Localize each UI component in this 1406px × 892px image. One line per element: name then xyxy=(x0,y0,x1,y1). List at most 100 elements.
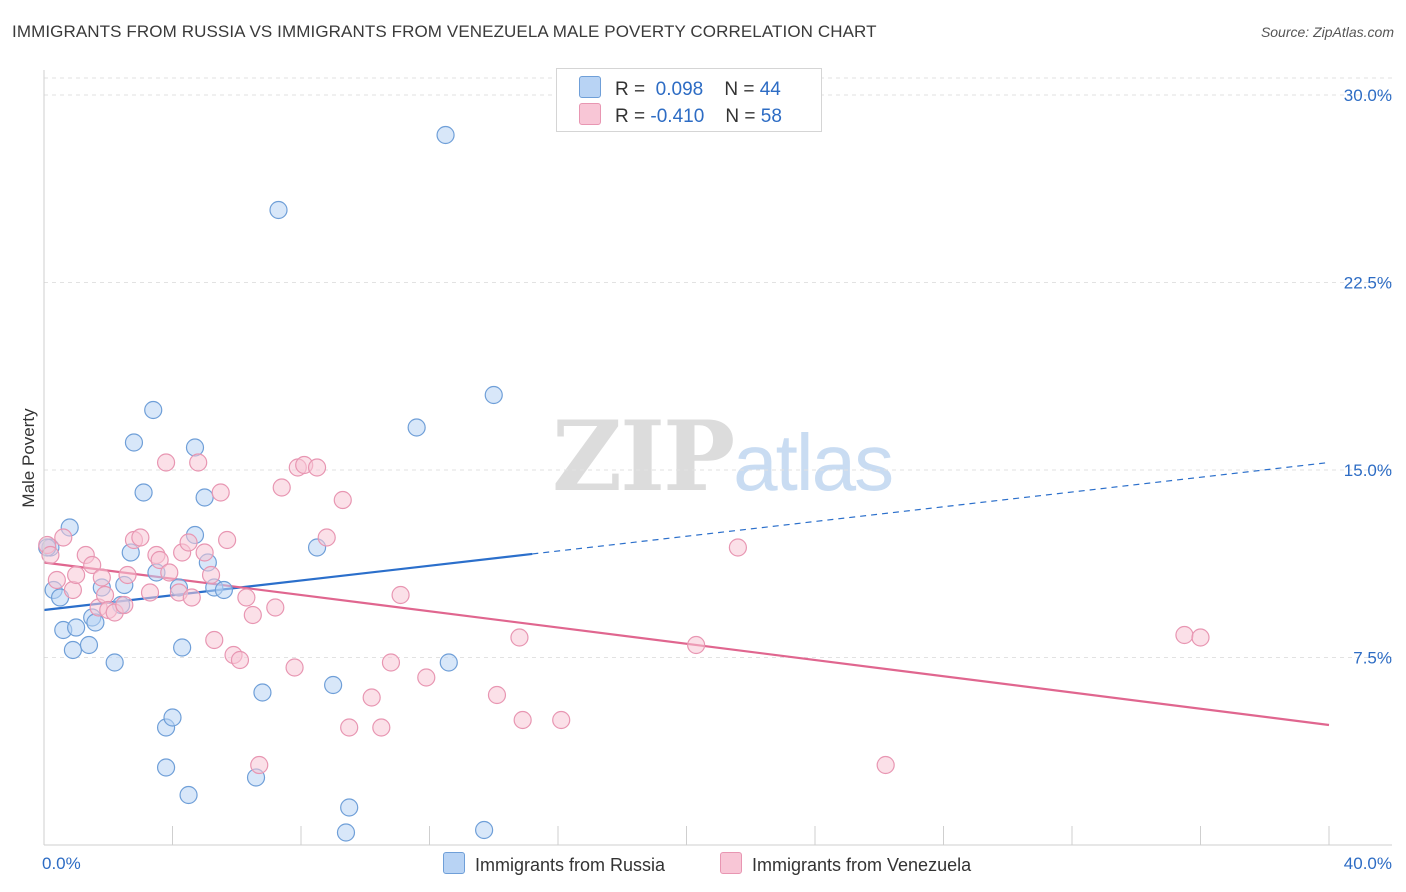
y-tick-label-0: 7.5% xyxy=(1353,649,1392,668)
venezuela-point-4 xyxy=(63,580,83,600)
venezuela-point-28 xyxy=(201,565,221,585)
venezuela-point-49 xyxy=(391,585,410,605)
venezuela-point-3 xyxy=(54,528,73,547)
venezuela-point-46 xyxy=(362,688,381,707)
venezuela-point-1 xyxy=(41,545,60,565)
venezuela-point-30 xyxy=(211,483,230,502)
chart-title: IMMIGRANTS FROM RUSSIA VS IMMIGRANTS FRO… xyxy=(12,22,877,41)
russia-point-42 xyxy=(484,385,503,405)
venezuela-point-45 xyxy=(340,718,359,737)
bottom-legend-venezuela-swatch xyxy=(720,852,742,874)
bottom-legend-venezuela: Immigrants from Venezuela xyxy=(720,852,971,876)
russia-point-33 xyxy=(269,200,288,220)
x-tick-label-0: 0.0% xyxy=(42,854,81,873)
venezuela-point-43 xyxy=(317,528,336,547)
russia-r-value: 0.098 xyxy=(655,79,704,100)
watermark: ZIPatlas xyxy=(552,400,894,513)
russia-point-37 xyxy=(340,798,359,817)
source-credit: Source: ZipAtlas.com xyxy=(1260,24,1394,40)
russia-trend-dashed xyxy=(532,461,1330,555)
venezuela-point-17 xyxy=(140,583,160,602)
russia-n-label: N = xyxy=(724,79,755,100)
russia-point-27 xyxy=(195,488,214,507)
russia-point-32 xyxy=(253,683,272,702)
venezuela-point-16 xyxy=(131,528,150,547)
russia-point-35 xyxy=(324,675,343,695)
russia-point-16 xyxy=(134,483,153,502)
russia-swatch xyxy=(579,76,601,98)
venezuela-n-label: N = xyxy=(725,106,756,127)
venezuela-point-48 xyxy=(381,653,401,672)
venezuela-point-42 xyxy=(307,458,327,477)
venezuela-point-38 xyxy=(272,478,291,497)
venezuela-point-19 xyxy=(150,550,169,570)
venezuela-point-29 xyxy=(205,630,224,650)
venezuela-point-2 xyxy=(47,570,66,590)
russia-point-9 xyxy=(86,613,105,632)
grid-lines xyxy=(44,77,1392,658)
venezuela-point-55 xyxy=(687,635,706,655)
venezuela-point-39 xyxy=(285,658,304,677)
russia-point-5 xyxy=(63,640,83,660)
series-russia-points xyxy=(38,125,503,842)
y-tick-label-3: 30.0% xyxy=(1344,86,1392,105)
russia-n-value: 44 xyxy=(759,79,781,100)
venezuela-point-27 xyxy=(195,543,214,562)
axis-labels: 7.5% 15.0% 22.5% 30.0% 0.0% 40.0% Male Poverty xyxy=(19,86,1392,873)
venezuela-point-59 xyxy=(1191,628,1210,647)
venezuela-point-37 xyxy=(266,598,285,617)
russia-point-36 xyxy=(336,823,356,842)
watermark-atlas: atlas xyxy=(733,418,894,507)
venezuela-trend xyxy=(43,561,1330,727)
bottom-legend-russia: Immigrants from Russia xyxy=(443,852,665,876)
venezuela-point-9 xyxy=(92,568,111,587)
legend-row-russia: R = 0.098 N = 44 xyxy=(579,76,781,100)
bottom-legend-russia-label: Immigrants from Russia xyxy=(475,855,666,875)
legend-row-venezuela: R = -0.410 N = 58 xyxy=(579,103,782,127)
venezuela-point-25 xyxy=(182,588,201,607)
russia-r-label: R = xyxy=(615,79,646,100)
russia-point-38 xyxy=(407,418,426,437)
russia-point-6 xyxy=(67,618,86,637)
russia-point-7 xyxy=(79,635,99,655)
venezuela-point-51 xyxy=(487,685,507,705)
russia-point-41 xyxy=(475,820,494,840)
venezuela-point-20 xyxy=(156,453,176,472)
venezuela-point-5 xyxy=(67,565,86,585)
venezuela-point-50 xyxy=(417,668,436,687)
russia-point-26 xyxy=(185,438,205,457)
bottom-legend-venezuela-label: Immigrants from Venezuela xyxy=(752,855,972,875)
venezuela-point-33 xyxy=(230,650,250,670)
venezuela-swatch xyxy=(579,103,601,125)
venezuela-r-label: R = xyxy=(615,106,646,127)
venezuela-point-7 xyxy=(83,555,102,575)
venezuela-point-13 xyxy=(115,595,134,615)
watermark-zip: ZIP xyxy=(552,400,735,513)
correlation-legend: R = 0.098 N = 44 R = -0.410 N = 58 xyxy=(556,68,822,132)
venezuela-point-44 xyxy=(333,490,352,510)
venezuela-point-21 xyxy=(160,563,179,582)
russia-point-19 xyxy=(156,758,176,777)
venezuela-point-57 xyxy=(876,755,895,775)
venezuela-point-53 xyxy=(513,710,532,730)
x-tick-label-1: 40.0% xyxy=(1344,854,1392,873)
russia-point-21 xyxy=(163,708,182,727)
venezuela-point-31 xyxy=(218,530,237,550)
venezuela-point-10 xyxy=(95,585,115,605)
venezuela-point-52 xyxy=(510,628,529,647)
venezuela-point-14 xyxy=(118,565,137,585)
russia-point-17 xyxy=(144,400,163,420)
trend-lines xyxy=(43,461,1330,727)
venezuela-point-34 xyxy=(237,588,256,607)
russia-point-40 xyxy=(436,125,455,145)
venezuela-point-58 xyxy=(1175,625,1194,645)
russia-point-23 xyxy=(173,638,192,657)
y-tick-label-2: 22.5% xyxy=(1344,274,1392,293)
venezuela-point-47 xyxy=(372,718,391,737)
venezuela-point-24 xyxy=(179,533,198,552)
russia-point-15 xyxy=(124,433,144,452)
venezuela-point-56 xyxy=(728,538,748,557)
russia-point-11 xyxy=(105,653,124,672)
venezuela-point-54 xyxy=(552,710,571,730)
